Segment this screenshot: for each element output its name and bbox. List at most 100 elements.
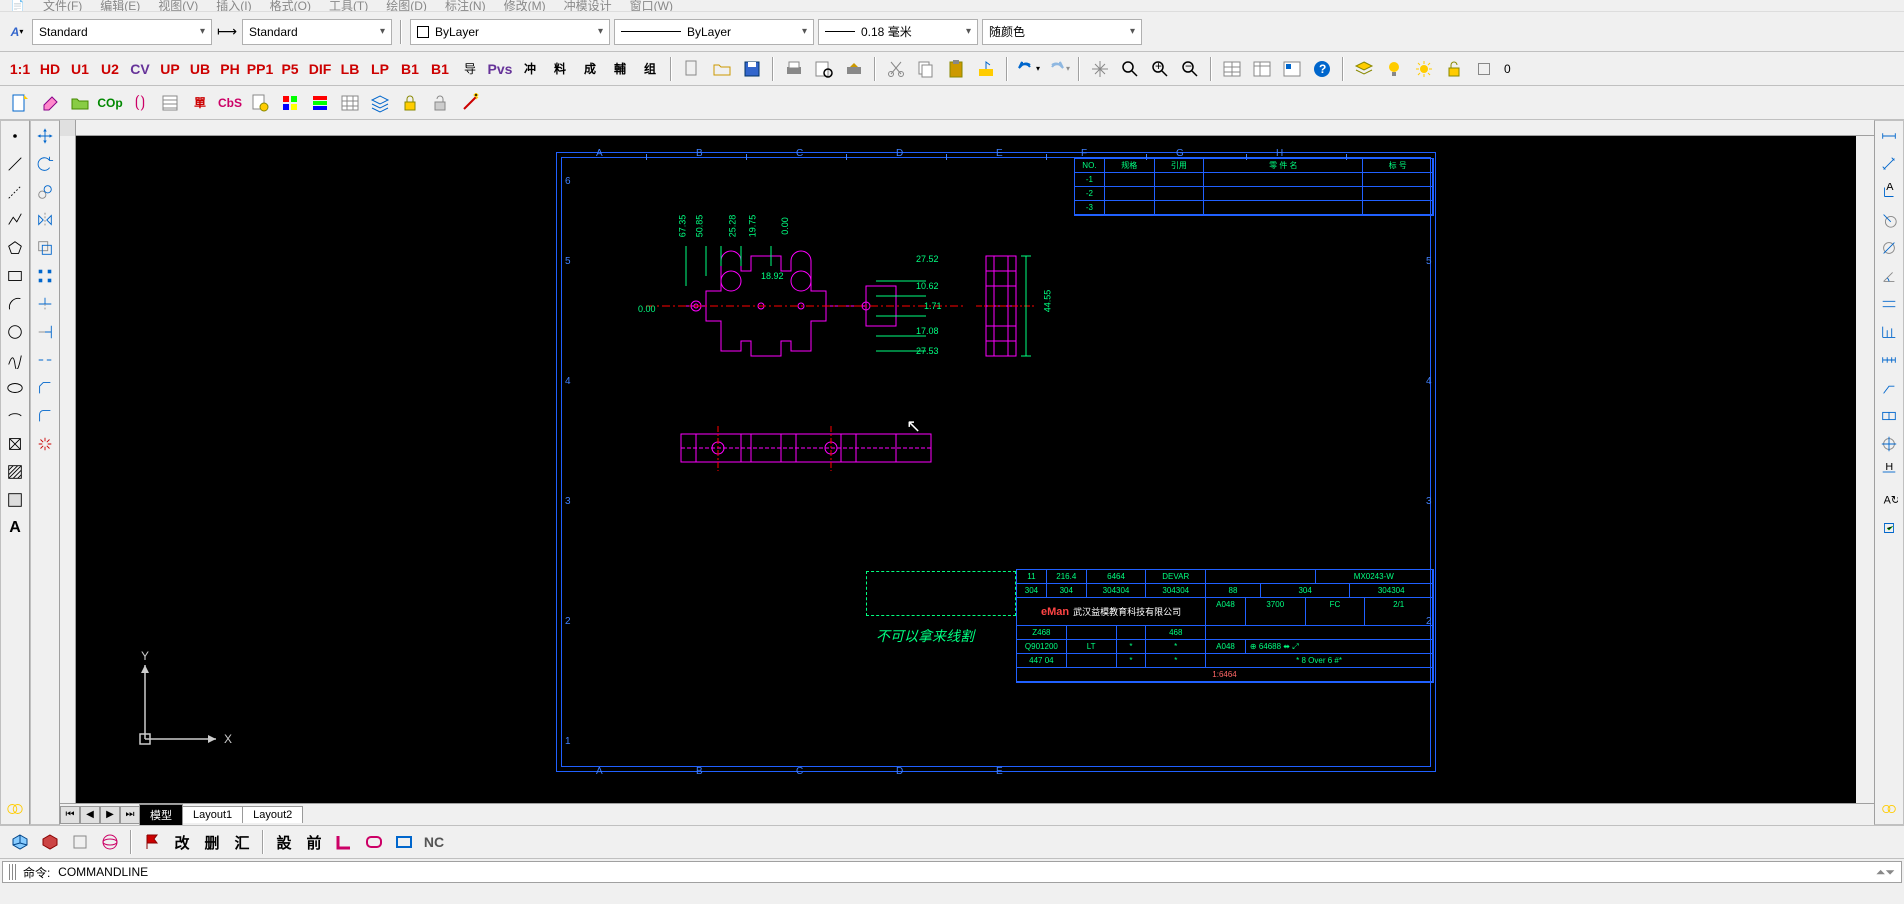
dim-text-edit-tool[interactable]: A↻ xyxy=(1876,487,1902,513)
offset-tool[interactable] xyxy=(32,235,58,261)
color-bars-button[interactable] xyxy=(306,89,334,117)
flag-button[interactable] xyxy=(138,828,166,856)
dim-continue-tool[interactable] xyxy=(1876,347,1902,373)
menu-item[interactable]: 格式(O) xyxy=(270,0,311,12)
layer-manager-button[interactable] xyxy=(1350,55,1378,83)
vertical-scrollbar[interactable] xyxy=(1856,136,1874,803)
eraser-button[interactable] xyxy=(36,89,64,117)
chamfer-tool[interactable] xyxy=(32,375,58,401)
menu-file-icon[interactable]: 📄 xyxy=(10,0,25,12)
b1b-button[interactable]: B1 xyxy=(426,55,454,83)
command-expand-icon[interactable]: ⏶⏷ xyxy=(1876,865,1895,880)
hd-button[interactable]: HD xyxy=(36,55,64,83)
point-tool[interactable] xyxy=(2,123,28,149)
unlock-button[interactable] xyxy=(426,89,454,117)
plot-button[interactable] xyxy=(840,55,868,83)
tab-next-button[interactable]: ▶ xyxy=(100,806,120,824)
lineweight-dropdown[interactable]: 0.18 毫米▾ xyxy=(818,19,978,45)
nc-button[interactable]: NC xyxy=(420,828,448,856)
rectangle-tool[interactable] xyxy=(2,263,28,289)
pp1-button[interactable]: PP1 xyxy=(246,55,274,83)
dim-aligned-tool[interactable] xyxy=(1876,151,1902,177)
up-button[interactable]: UP xyxy=(156,55,184,83)
tab-first-button[interactable]: ⏮ xyxy=(60,806,80,824)
dim-baseline-tool[interactable] xyxy=(1876,319,1902,345)
zoom-button[interactable] xyxy=(1116,55,1144,83)
material-button[interactable]: 料 xyxy=(546,55,574,83)
ub-button[interactable]: UB xyxy=(186,55,214,83)
redo-button[interactable]: ▾ xyxy=(1044,55,1072,83)
scale-1-1-button[interactable]: 1:1 xyxy=(6,55,34,83)
linetype-dropdown[interactable]: ByLayer▾ xyxy=(614,19,814,45)
group-button[interactable]: 组 xyxy=(636,55,664,83)
menu-item[interactable]: 修改(M) xyxy=(504,0,546,12)
menu-item[interactable]: 插入(I) xyxy=(216,0,251,12)
tolerance-tool[interactable] xyxy=(1876,403,1902,429)
menu-item[interactable]: 冲模设计 xyxy=(564,0,612,12)
menu-item[interactable]: 窗口(W) xyxy=(630,0,673,12)
pvs-button[interactable]: Pvs xyxy=(486,55,514,83)
zoom-window-button[interactable]: + xyxy=(1146,55,1174,83)
tab-last-button[interactable]: ⏭ xyxy=(120,806,140,824)
front-cn-button[interactable]: 前 xyxy=(300,828,328,856)
sheet-gear-button[interactable] xyxy=(246,89,274,117)
center-mark-tool[interactable] xyxy=(1876,431,1902,457)
break-tool[interactable] xyxy=(32,347,58,373)
ellipse-tool[interactable] xyxy=(2,375,28,401)
light-on-icon[interactable] xyxy=(1380,55,1408,83)
rect-button[interactable] xyxy=(390,828,418,856)
color-dropdown[interactable]: 随颜色▾ xyxy=(982,19,1142,45)
modify-cn-button[interactable]: 改 xyxy=(168,828,196,856)
cop-button[interactable]: COp xyxy=(96,89,124,117)
circle-tool[interactable] xyxy=(2,319,28,345)
properties-button[interactable] xyxy=(1248,55,1276,83)
region-tool[interactable] xyxy=(2,487,28,513)
move-tool[interactable] xyxy=(32,123,58,149)
pan-button[interactable] xyxy=(1086,55,1114,83)
grip-icon[interactable] xyxy=(9,864,17,880)
dim-linear-tool[interactable] xyxy=(1876,123,1902,149)
arc-tool[interactable] xyxy=(2,291,28,317)
color-grid-button[interactable] xyxy=(276,89,304,117)
p5-button[interactable]: P5 xyxy=(276,55,304,83)
cv-button[interactable]: CV xyxy=(126,55,154,83)
dim-style-dropdown[interactable]: Standard▾ xyxy=(242,19,392,45)
cbs-button[interactable]: CbS xyxy=(216,89,244,117)
isometric-sw-button[interactable] xyxy=(6,828,34,856)
u2-button[interactable]: U2 xyxy=(96,55,124,83)
cut-button[interactable] xyxy=(882,55,910,83)
list-icon[interactable] xyxy=(156,89,184,117)
layer-color-icon[interactable] xyxy=(1470,55,1498,83)
single-button[interactable]: 單 xyxy=(186,89,214,117)
lp-button[interactable]: LP xyxy=(366,55,394,83)
menu-item[interactable]: 文件(F) xyxy=(43,0,82,12)
round-rect-button[interactable] xyxy=(360,828,388,856)
corner-button[interactable] xyxy=(330,828,358,856)
textstyle-icon[interactable]: A▾ xyxy=(6,21,28,43)
paste-button[interactable] xyxy=(942,55,970,83)
aux-button[interactable]: 輔 xyxy=(606,55,634,83)
dim-angular-tool[interactable] xyxy=(1876,263,1902,289)
command-line[interactable]: 命令: COMMANDLINE ⏶⏷ xyxy=(2,861,1902,883)
print-preview-button[interactable] xyxy=(810,55,838,83)
punch-button[interactable]: 冲 xyxy=(516,55,544,83)
form-button[interactable]: 成 xyxy=(576,55,604,83)
folder-green-button[interactable] xyxy=(66,89,94,117)
tab-model[interactable]: 模型 xyxy=(139,804,183,825)
horizontal-scrollbar[interactable] xyxy=(309,806,1874,824)
stack-button[interactable] xyxy=(366,89,394,117)
layer-dropdown[interactable]: ByLayer▾ xyxy=(410,19,610,45)
lock-open-icon[interactable] xyxy=(1440,55,1468,83)
block-tool[interactable] xyxy=(2,431,28,457)
ray-tool[interactable] xyxy=(2,179,28,205)
tab-prev-button[interactable]: ◀ xyxy=(80,806,100,824)
text-style-dropdown[interactable]: Standard▾ xyxy=(32,19,212,45)
print-button[interactable] xyxy=(780,55,808,83)
dim-diameter-tool[interactable] xyxy=(1876,235,1902,261)
spline-tool[interactable] xyxy=(2,347,28,373)
drawing-canvas[interactable]: A B C D E F G H A B C D E 6 5 4 3 2 1 xyxy=(76,136,1856,803)
sheet-button[interactable] xyxy=(6,89,34,117)
line-tool[interactable] xyxy=(2,151,28,177)
dim-style-tool[interactable] xyxy=(1876,796,1902,822)
table2-button[interactable] xyxy=(336,89,364,117)
